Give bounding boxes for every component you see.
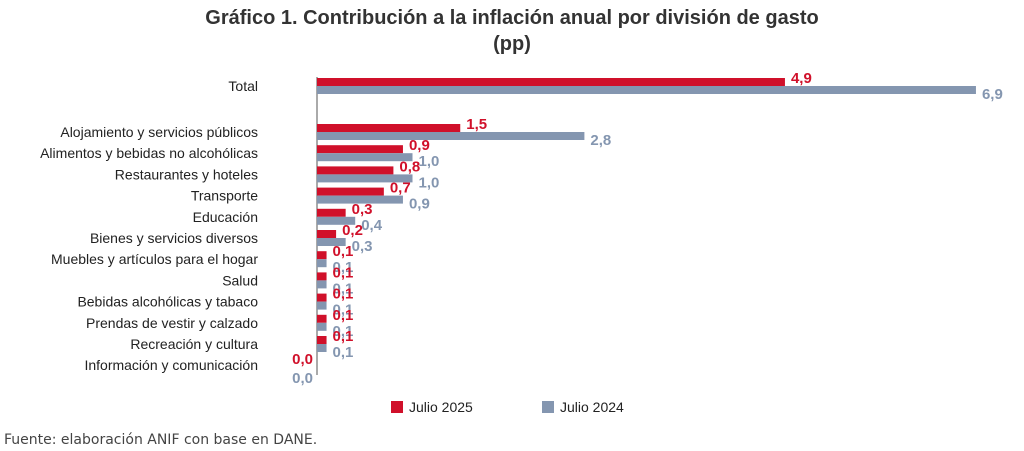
data-label-julio-2024-educacion: 0,4 <box>361 217 383 234</box>
data-label-julio-2025-educacion: 0,3 <box>352 201 373 218</box>
bar-julio-2024-bienes-y-servicios-diversos <box>317 238 346 246</box>
chart-title-line2: (pp) <box>493 33 531 55</box>
bar-julio-2025-recreacion-y-cultura <box>317 336 327 344</box>
data-label-julio-2024-informacion-y-comunicacion: 0,0 <box>292 370 313 387</box>
bar-julio-2025-transporte <box>317 187 384 196</box>
category-label-salud: Salud <box>222 272 258 288</box>
bar-julio-2024-restaurantes-y-hoteles <box>317 174 413 183</box>
bar-julio-2024-muebles-y-articulos-para-el-hogar <box>317 259 327 268</box>
bar-julio-2025-alimentos-y-bebidas-no-alcoholicas <box>317 145 403 154</box>
data-label-julio-2025-alimentos-y-bebidas-no-alcoholicas: 0,9 <box>409 137 430 154</box>
legend-label-julio-2025: Julio 2025 <box>409 399 473 415</box>
bar-julio-2025-muebles-y-articulos-para-el-hogar <box>317 251 327 260</box>
category-label-prendas-de-vestir-y-calzado: Prendas de vestir y calzado <box>86 315 258 331</box>
category-label-total: Total <box>228 78 258 94</box>
bar-julio-2025-educacion <box>317 208 346 217</box>
data-label-julio-2024-alojamiento-y-servicios-publicos: 2,8 <box>590 132 611 149</box>
bar-julio-2025-total <box>317 78 785 86</box>
chart-title-line1: Gráfico 1. Contribución a la inflación a… <box>205 7 818 29</box>
data-label-julio-2025-restaurantes-y-hoteles: 0,8 <box>399 158 420 175</box>
legend: Julio 2025 Julio 2024 <box>391 399 624 415</box>
data-label-julio-2024-recreacion-y-cultura: 0,1 <box>333 344 354 361</box>
category-label-informacion-y-comunicacion: Información y comunicación <box>84 357 258 373</box>
data-label-julio-2024-transporte: 0,9 <box>409 196 430 213</box>
bar-julio-2025-prendas-de-vestir-y-calzado <box>317 314 327 323</box>
data-label-julio-2025-alojamiento-y-servicios-publicos: 1,5 <box>466 116 487 133</box>
data-label-julio-2025-recreacion-y-cultura: 0,1 <box>333 328 354 345</box>
category-label-restaurantes-y-hoteles: Restaurantes y hoteles <box>115 166 258 182</box>
data-label-julio-2025-total: 4,9 <box>791 70 812 87</box>
category-label-bebidas-alcoholicas-y-tabaco: Bebidas alcohólicas y tabaco <box>77 294 258 310</box>
data-label-julio-2024-bebidas-alcoholicas-y-tabaco: 0,1 <box>333 302 354 319</box>
data-label-julio-2024-prendas-de-vestir-y-calzado: 0,1 <box>333 323 354 340</box>
legend-swatch-julio-2024 <box>542 401 554 413</box>
bar-julio-2024-alimentos-y-bebidas-no-alcoholicas <box>317 153 413 162</box>
bar-julio-2025-bebidas-alcoholicas-y-tabaco <box>317 293 327 302</box>
category-label-alojamiento-y-servicios-publicos: Alojamiento y servicios públicos <box>60 124 258 140</box>
data-label-julio-2024-restaurantes-y-hoteles: 1,0 <box>419 174 440 191</box>
bar-julio-2025-restaurantes-y-hoteles <box>317 166 394 175</box>
category-label-bienes-y-servicios-diversos: Bienes y servicios diversos <box>90 230 258 246</box>
plot-area: Total 4,9 6,9 Alojamiento y servicios públi… <box>40 70 1003 387</box>
category-label-alimentos-y-bebidas-no-alcoholicas: Alimentos y bebidas no alcohólicas <box>40 145 258 161</box>
source-note: Fuente: elaboración ANIF con base en DAN… <box>4 432 318 448</box>
data-label-julio-2024-alimentos-y-bebidas-no-alcoholicas: 1,0 <box>419 153 440 170</box>
bar-julio-2025-alojamiento-y-servicios-publicos <box>317 124 461 132</box>
data-label-julio-2025-transporte: 0,7 <box>390 180 411 197</box>
legend-label-julio-2024: Julio 2024 <box>560 399 624 415</box>
category-label-muebles-y-articulos-para-el-hogar: Muebles y artículos para el hogar <box>51 251 258 267</box>
bar-julio-2024-transporte <box>317 195 403 204</box>
data-label-julio-2024-total: 6,9 <box>982 86 1003 103</box>
data-label-julio-2024-salud: 0,1 <box>333 280 354 297</box>
data-label-julio-2025-bienes-y-servicios-diversos: 0,2 <box>342 222 363 239</box>
data-label-julio-2025-informacion-y-comunicacion: 0,0 <box>292 351 313 368</box>
data-label-julio-2025-bebidas-alcoholicas-y-tabaco: 0,1 <box>333 286 354 303</box>
category-label-transporte: Transporte <box>191 188 258 204</box>
bar-julio-2024-alojamiento-y-servicios-publicos <box>317 132 585 140</box>
bar-julio-2025-salud <box>317 272 327 281</box>
legend-swatch-julio-2025 <box>391 401 403 413</box>
bar-julio-2024-total <box>317 86 976 94</box>
bar-julio-2024-bebidas-alcoholicas-y-tabaco <box>317 301 327 310</box>
bar-julio-2024-salud <box>317 280 327 289</box>
data-label-julio-2024-muebles-y-articulos-para-el-hogar: 0,1 <box>333 259 354 276</box>
data-label-julio-2025-muebles-y-articulos-para-el-hogar: 0,1 <box>333 243 354 260</box>
bar-julio-2024-recreacion-y-cultura <box>317 344 327 352</box>
bar-julio-2024-educacion <box>317 216 356 225</box>
category-label-educacion: Educación <box>193 209 258 225</box>
data-label-julio-2025-salud: 0,1 <box>333 264 354 281</box>
bar-julio-2025-bienes-y-servicios-diversos <box>317 230 337 238</box>
data-label-julio-2025-prendas-de-vestir-y-calzado: 0,1 <box>333 307 354 324</box>
bar-julio-2024-prendas-de-vestir-y-calzado <box>317 322 327 331</box>
category-label-recreacion-y-cultura: Recreación y cultura <box>130 336 258 352</box>
data-label-julio-2024-bienes-y-servicios-diversos: 0,3 <box>352 238 373 255</box>
